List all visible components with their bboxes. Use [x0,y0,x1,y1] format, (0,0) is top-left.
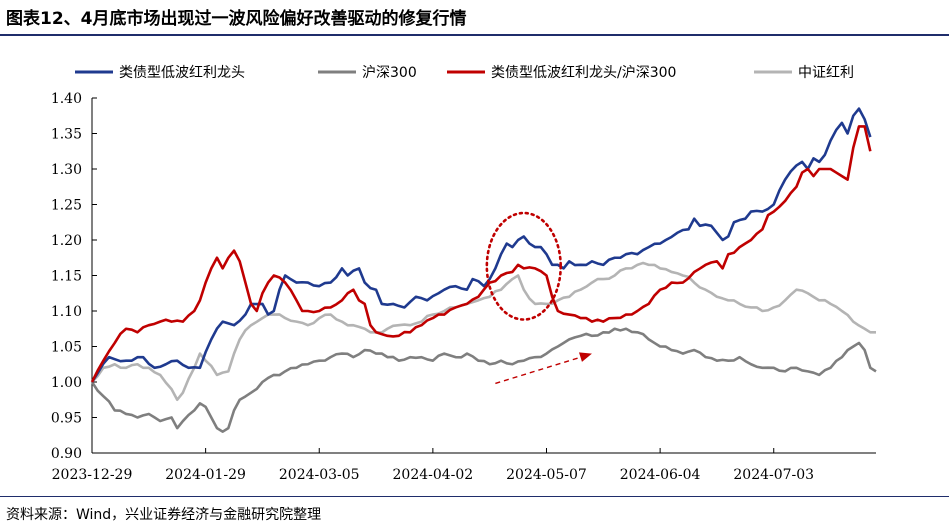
chart-series [90,107,877,433]
trend-arrow-line [495,354,587,385]
chart-legend: 类债型低波红利龙头 沪深300 类债型低波红利龙头/沪深300 中证红利 [75,65,854,81]
y-tick-label: 1.25 [51,198,82,214]
chart-annotations [485,211,592,385]
x-tick-label: 2024-01-29 [165,467,246,483]
title-divider [0,34,949,36]
x-tick-label: 2024-06-04 [620,467,701,483]
y-tick-label: 1.00 [51,375,82,391]
trend-arrow-head [579,352,592,362]
y-tick-label: 0.90 [51,446,82,462]
legend-label-3: 中证红利 [798,65,854,81]
series-line-0 [90,107,872,383]
x-tick-label: 2024-03-05 [279,467,360,483]
legend-label-1: 沪深300 [362,65,417,81]
x-tick-label: 2023-12-29 [52,467,133,483]
source-note: 资料来源：Wind，兴业证券经济与金融研究院整理 [6,507,322,523]
highlight-ellipse [485,211,562,321]
y-tick-label: 1.40 [51,91,82,107]
x-tick-label: 2024-05-07 [506,467,587,483]
chart-axes: 0.90 0.95 1.00 1.05 1.10 1.15 1.20 1.25 1.30 1.35… [51,91,876,483]
source-divider [0,496,949,497]
y-tick-label: 1.20 [51,233,82,249]
x-tick-label: 2024-04-02 [393,467,474,483]
series-line-2 [90,125,872,383]
legend-label-2: 类债型低波红利龙头/沪深300 [491,65,676,81]
legend-label-0: 类债型低波红利龙头 [119,65,245,81]
y-tick-label: 0.95 [51,411,82,427]
y-tick-label: 1.30 [51,162,82,178]
y-tick-label: 1.10 [51,304,82,320]
series-line-1 [90,327,877,433]
y-tick-label: 1.35 [51,127,82,143]
x-tick-label: 2024-07-03 [733,467,814,483]
figure-title: 图表12、4月底市场出现过一波风险偏好改善驱动的修复行情 [6,9,467,29]
y-tick-label: 1.15 [51,269,82,285]
series-line-3 [91,261,876,402]
y-tick-label: 1.05 [51,340,82,356]
